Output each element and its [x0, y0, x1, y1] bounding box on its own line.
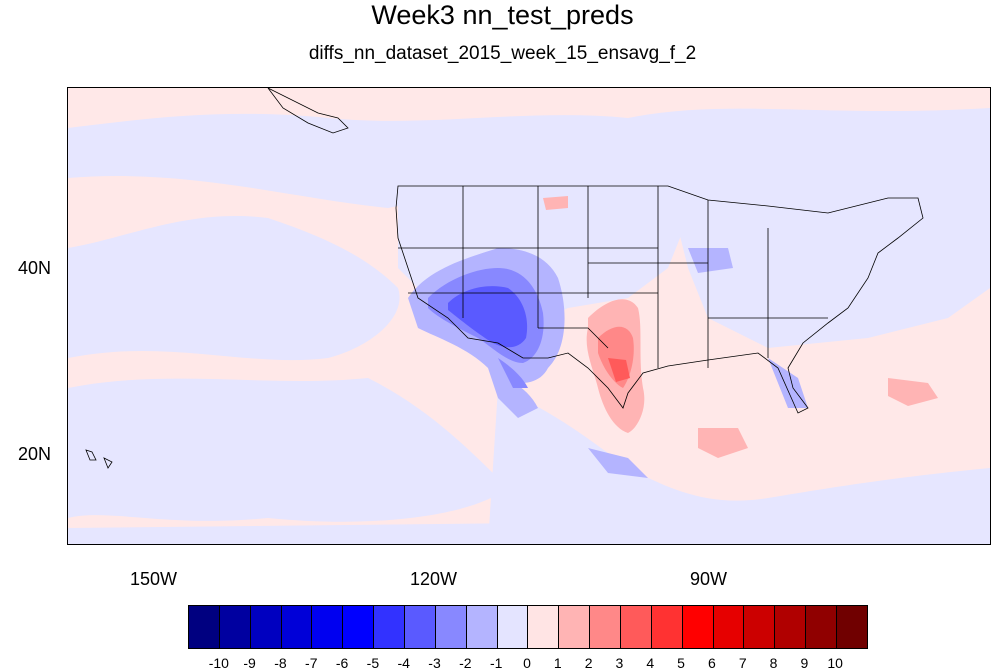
colorbar-swatch	[374, 606, 406, 648]
colorbar-tick-label: -8	[274, 655, 287, 671]
colorbar-swatch	[343, 606, 375, 648]
colorbar-swatch	[189, 606, 220, 648]
plot-title: Week3 nn_test_preds	[371, 0, 634, 30]
colorbar-swatch	[837, 606, 867, 648]
colorbar	[188, 605, 868, 649]
colorbar-tick-label: 9	[800, 655, 809, 671]
colorbar-tick-label: -9	[243, 655, 256, 671]
colorbar-tick-label: 4	[646, 655, 655, 671]
colorbar-swatch	[590, 606, 622, 648]
colorbar-tick-label: -3	[428, 655, 441, 671]
colorbar-swatch	[559, 606, 591, 648]
lon-label-150w: 150W	[130, 569, 178, 589]
colorbar-swatch	[682, 606, 714, 648]
colorbar-tick-label: -4	[397, 655, 410, 671]
lon-label-90w: 90W	[690, 569, 728, 589]
colorbar-tick-label: 6	[708, 655, 716, 671]
colorbar-swatch	[744, 606, 776, 648]
lat-label-20n: 20N	[18, 444, 52, 464]
colorbar-swatch	[466, 606, 498, 648]
colorbar-tick-label: -10	[208, 655, 229, 671]
colorbar-tick-label: 8	[769, 655, 778, 671]
colorbar-swatch	[405, 606, 436, 648]
colorbar-swatch	[312, 606, 344, 648]
lat-label-40n: 40N	[18, 258, 52, 278]
map-field	[68, 88, 990, 544]
colorbar-tick-label: -1	[489, 655, 503, 671]
colorbar-swatch	[281, 606, 313, 648]
colorbar-swatch	[806, 606, 838, 648]
colorbar-tick-label: 2	[584, 655, 593, 671]
colorbar-swatch	[219, 606, 251, 648]
colorbar-swatch	[435, 606, 467, 648]
colorbar-swatch	[497, 606, 529, 648]
colorbar-tick-label: -5	[366, 655, 380, 671]
colorbar-swatch	[775, 606, 807, 648]
colorbar-tick-label: 3	[615, 655, 624, 671]
colorbar-tick-label: -2	[459, 655, 472, 671]
colorbar-tick-label: 1	[553, 655, 562, 671]
colorbar-tick-label: 5	[677, 655, 685, 671]
map-panel	[67, 87, 991, 545]
colorbar-tick-label: 0	[523, 655, 531, 671]
colorbar-swatch	[713, 606, 745, 648]
colorbar-swatch	[250, 606, 282, 648]
colorbar-tick-label: -6	[335, 655, 349, 671]
colorbar-swatch	[621, 606, 652, 648]
colorbar-swatch	[651, 606, 683, 648]
colorbar-tick-label: 10	[827, 655, 843, 671]
lon-label-120w: 120W	[410, 569, 458, 589]
colorbar-tick-label: 7	[738, 655, 747, 671]
colorbar-tick-label: -7	[305, 655, 318, 671]
colorbar-swatch	[528, 606, 560, 648]
plot-subtitle: diffs_nn_dataset_2015_week_15_ensavg_f_2	[308, 43, 697, 64]
